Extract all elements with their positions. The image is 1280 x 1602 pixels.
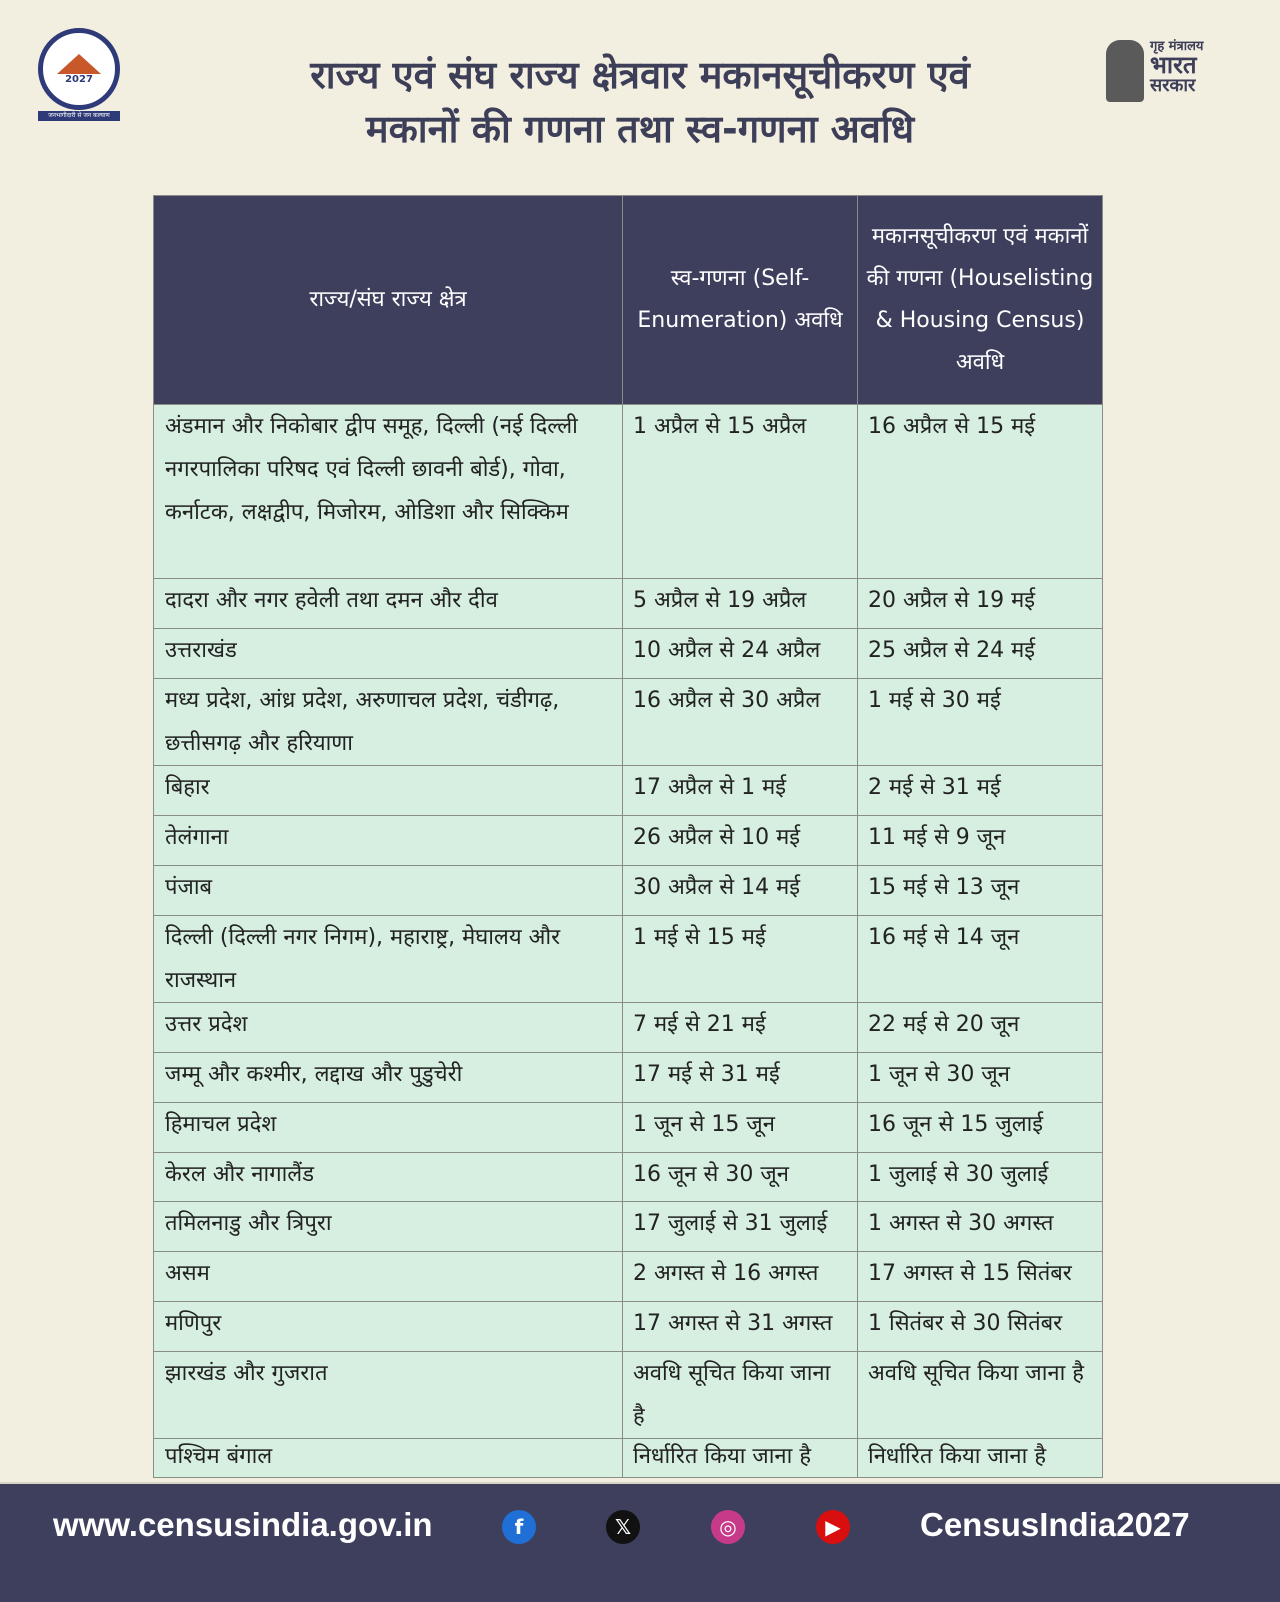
table-row: हिमाचल प्रदेश 1 जून से 15 जून 16 जून से 15…: [153, 1102, 1103, 1153]
state-cell: असम: [153, 1251, 623, 1302]
table-row: केरल और नागालैंड 16 जून से 30 जून 1 जुलाई …: [153, 1152, 1103, 1202]
table-row: झारखंड और गुजरात अवधि सूचित किया जाना है अ…: [153, 1351, 1103, 1439]
state-cell: बिहार: [153, 765, 623, 816]
self-enumeration-cell: 1 मई से 15 मई: [622, 915, 858, 1003]
state-cell: मध्य प्रदेश, आंध्र प्रदेश, अरुणाचल प्रदे…: [153, 678, 623, 766]
table-row: असम 2 अगस्त से 16 अगस्त 17 अगस्त से 15 सित…: [153, 1251, 1103, 1302]
self-enumeration-cell: 17 मई से 31 मई: [622, 1052, 858, 1103]
self-enumeration-cell: निर्धारित किया जाना है: [622, 1438, 858, 1478]
houselisting-cell: 22 मई से 20 जून: [857, 1002, 1103, 1053]
table-row: अंडमान और निकोबार द्वीप समूह, दिल्ली (नई…: [153, 404, 1103, 579]
houselisting-cell: 2 मई से 31 मई: [857, 765, 1103, 816]
state-cell: पश्चिम बंगाल: [153, 1438, 623, 1478]
census-logo-tagline: जनभागीदारी से जन कल्याण: [38, 111, 120, 121]
table-row: तेलंगाना 26 अप्रैल से 10 मई 11 मई से 9 जून: [153, 815, 1103, 866]
title-line-1: राज्य एवं संघ राज्य क्षेत्रवार मकानसूचीक…: [310, 53, 970, 97]
table-row: पंजाब 30 अप्रैल से 14 मई 15 मई से 13 जून: [153, 865, 1103, 916]
self-enumeration-cell: 7 मई से 21 मई: [622, 1002, 858, 1053]
table-row: दिल्ली (दिल्ली नगर निगम), महाराष्ट्र, मे…: [153, 915, 1103, 1003]
table-row: उत्तर प्रदेश 7 मई से 21 मई 22 मई से 20 जून: [153, 1002, 1103, 1053]
gov-name-line2: सरकार: [1150, 75, 1196, 96]
self-enumeration-cell: 17 जुलाई से 31 जुलाई: [622, 1201, 858, 1252]
state-cell: केरल और नागालैंड: [153, 1152, 623, 1202]
houselisting-cell: 1 अगस्त से 30 अगस्त: [857, 1201, 1103, 1252]
state-cell: हिमाचल प्रदेश: [153, 1102, 623, 1153]
house-icon: [57, 53, 101, 74]
self-enumeration-cell: 1 अप्रैल से 15 अप्रैल: [622, 404, 858, 579]
houselisting-cell: 1 जुलाई से 30 जुलाई: [857, 1152, 1103, 1202]
self-enumeration-cell: अवधि सूचित किया जाना है: [622, 1351, 858, 1439]
table-row: मणिपुर 17 अगस्त से 31 अगस्त 1 सितंबर से 30…: [153, 1301, 1103, 1352]
state-cell: झारखंड और गुजरात: [153, 1351, 623, 1439]
census-logo-year: 2027: [65, 73, 93, 85]
table-row: जम्मू और कश्मीर, लद्दाख और पुडुचेरी 17 मई…: [153, 1052, 1103, 1103]
state-cell: उत्तर प्रदेश: [153, 1002, 623, 1053]
national-emblem-icon: [1106, 40, 1144, 102]
table-row: तमिलनाडु और त्रिपुरा 17 जुलाई से 31 जुलाई…: [153, 1201, 1103, 1252]
houselisting-cell: 25 अप्रैल से 24 मई: [857, 628, 1103, 679]
page-title: राज्य एवं संघ राज्य क्षेत्रवार मकानसूचीक…: [200, 48, 1080, 156]
self-enumeration-cell: 17 अगस्त से 31 अगस्त: [622, 1301, 858, 1352]
houselisting-cell: 16 अप्रैल से 15 मई: [857, 404, 1103, 579]
header-state: राज्य/संघ राज्य क्षेत्र: [153, 195, 623, 405]
ministry-name: गृह मंत्रालय: [1150, 39, 1204, 54]
state-cell: तमिलनाडु और त्रिपुरा: [153, 1201, 623, 1252]
social-handle: CensusIndia2027: [920, 1506, 1190, 1543]
houselisting-cell: 1 मई से 30 मई: [857, 678, 1103, 766]
table-header-row: राज्य/संघ राज्य क्षेत्र स्व-गणना (Self-E…: [153, 195, 1103, 405]
website-link[interactable]: www.censusindia.gov.in: [53, 1506, 433, 1543]
houselisting-cell: 17 अगस्त से 15 सितंबर: [857, 1251, 1103, 1302]
table-row: उत्तराखंड 10 अप्रैल से 24 अप्रैल 25 अप्रैल…: [153, 628, 1103, 679]
footer: www.censusindia.gov.in f 𝕏 ◎ ▶ CensusIndia2…: [0, 1482, 1280, 1602]
self-enumeration-cell: 26 अप्रैल से 10 मई: [622, 815, 858, 866]
houselisting-cell: 1 जून से 30 जून: [857, 1052, 1103, 1103]
state-cell: जम्मू और कश्मीर, लद्दाख और पुडुचेरी: [153, 1052, 623, 1103]
houselisting-cell: 15 मई से 13 जून: [857, 865, 1103, 916]
table-row: पश्चिम बंगाल निर्धारित किया जाना है निर्धा…: [153, 1438, 1103, 1478]
state-cell: दिल्ली (दिल्ली नगर निगम), महाराष्ट्र, मे…: [153, 915, 623, 1003]
government-logo: गृह मंत्रालय भारत सरकार: [1150, 40, 1203, 95]
houselisting-cell: निर्धारित किया जाना है: [857, 1438, 1103, 1478]
state-cell: तेलंगाना: [153, 815, 623, 866]
table-row: दादरा और नगर हवेली तथा दमन और दीव 5 अप्रै…: [153, 578, 1103, 629]
self-enumeration-cell: 17 अप्रैल से 1 मई: [622, 765, 858, 816]
youtube-icon[interactable]: ▶: [816, 1510, 850, 1544]
self-enumeration-cell: 5 अप्रैल से 19 अप्रैल: [622, 578, 858, 629]
houselisting-cell: 16 मई से 14 जून: [857, 915, 1103, 1003]
self-enumeration-cell: 2 अगस्त से 16 अगस्त: [622, 1251, 858, 1302]
census-2027-logo: 2027: [38, 28, 120, 110]
instagram-icon[interactable]: ◎: [711, 1510, 745, 1544]
state-cell: मणिपुर: [153, 1301, 623, 1352]
schedule-table: राज्य/संघ राज्य क्षेत्र स्व-गणना (Self-E…: [153, 195, 1103, 1478]
table-row: मध्य प्रदेश, आंध्र प्रदेश, अरुणाचल प्रदे…: [153, 678, 1103, 766]
houselisting-cell: 16 जून से 15 जुलाई: [857, 1102, 1103, 1153]
state-cell: उत्तराखंड: [153, 628, 623, 679]
table-row: बिहार 17 अप्रैल से 1 मई 2 मई से 31 मई: [153, 765, 1103, 816]
header-self-enumeration: स्व-गणना (Self-Enumeration) अवधि: [622, 195, 858, 405]
state-cell: दादरा और नगर हवेली तथा दमन और दीव: [153, 578, 623, 629]
state-cell: पंजाब: [153, 865, 623, 916]
gov-name-line1: भारत: [1150, 51, 1197, 79]
header-houselisting: मकानसूचीकरण एवं मकानों की गणना (Houselis…: [857, 195, 1103, 405]
self-enumeration-cell: 1 जून से 15 जून: [622, 1102, 858, 1153]
facebook-icon[interactable]: f: [502, 1510, 536, 1544]
self-enumeration-cell: 16 अप्रैल से 30 अप्रैल: [622, 678, 858, 766]
houselisting-cell: अवधि सूचित किया जाना है: [857, 1351, 1103, 1439]
self-enumeration-cell: 10 अप्रैल से 24 अप्रैल: [622, 628, 858, 679]
self-enumeration-cell: 30 अप्रैल से 14 मई: [622, 865, 858, 916]
houselisting-cell: 11 मई से 9 जून: [857, 815, 1103, 866]
self-enumeration-cell: 16 जून से 30 जून: [622, 1152, 858, 1202]
state-cell: अंडमान और निकोबार द्वीप समूह, दिल्ली (नई…: [153, 404, 623, 579]
houselisting-cell: 20 अप्रैल से 19 मई: [857, 578, 1103, 629]
title-line-2: मकानों की गणना तथा स्व-गणना अवधि: [365, 107, 915, 151]
x-icon[interactable]: 𝕏: [606, 1510, 640, 1544]
houselisting-cell: 1 सितंबर से 30 सितंबर: [857, 1301, 1103, 1352]
